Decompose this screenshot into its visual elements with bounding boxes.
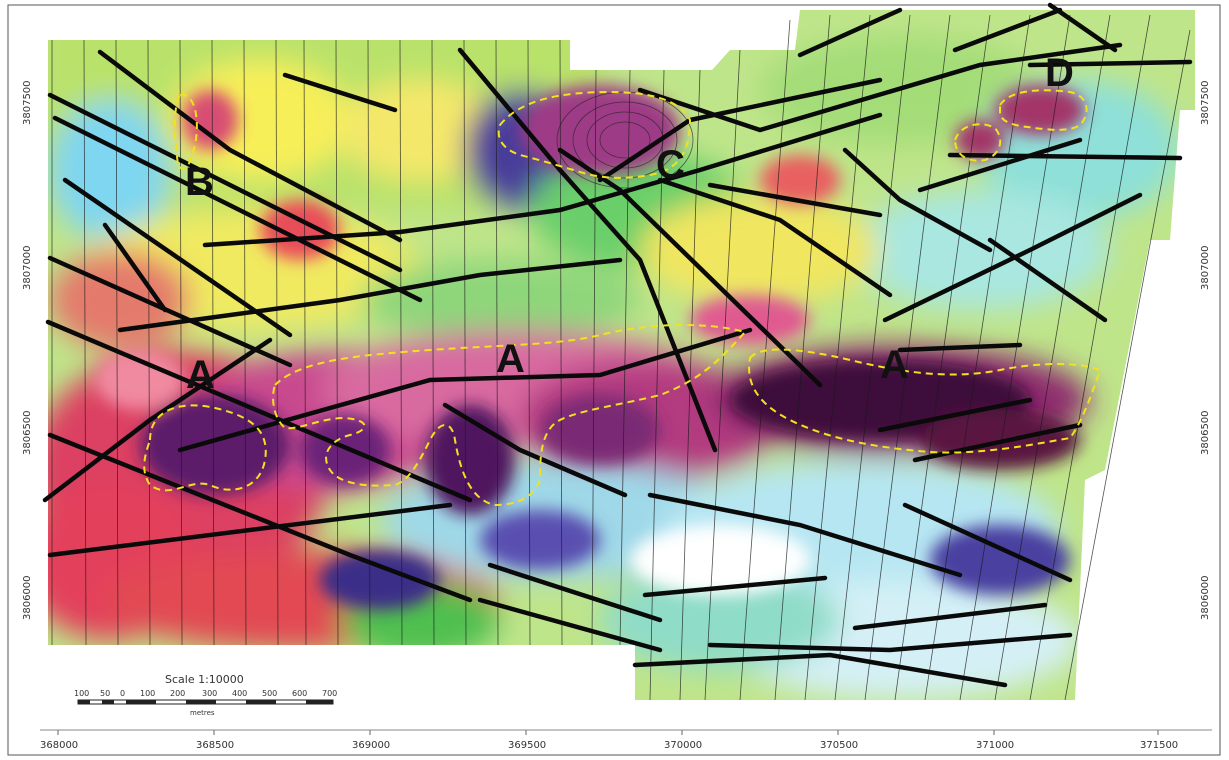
y-tick-label: 3806500 xyxy=(1200,410,1211,455)
scale-tick: 200 xyxy=(170,689,185,698)
scale-tick: 500 xyxy=(262,689,277,698)
x-tick-label: 371500 xyxy=(1140,740,1178,751)
survey-raster xyxy=(48,10,1195,700)
anomaly-markers: A A A B C D xyxy=(185,51,1074,397)
survey-flight-lines xyxy=(51,14,1191,701)
x-tick-label: 368000 xyxy=(40,740,78,751)
x-tick-label: 371000 xyxy=(976,740,1014,751)
scale-tick: 100 xyxy=(74,689,89,698)
x-axis-labels: 368000 368500 369000 369500 370000 37050… xyxy=(40,740,1178,751)
scale-bar-segment xyxy=(306,700,333,704)
scale-bar-segment xyxy=(126,700,156,704)
y-tick-label: 3807500 xyxy=(1200,80,1211,125)
y-tick-label: 3806000 xyxy=(1200,575,1211,620)
x-tick-label: 369000 xyxy=(352,740,390,751)
scale-bar-segment xyxy=(186,700,216,704)
y-tick-label: 3806000 xyxy=(22,575,33,620)
scale-unit: metres xyxy=(190,709,215,717)
scale-label: Scale 1:10000 xyxy=(165,673,244,686)
marker-c: C xyxy=(656,143,685,187)
y-tick-label: 3806500 xyxy=(22,410,33,455)
scale-bar-segment xyxy=(246,700,276,704)
y-axis-labels-left: 3807500 3807000 3806500 3806000 xyxy=(22,80,33,620)
marker-a-central: A xyxy=(496,337,525,381)
scale-tick: 50 xyxy=(100,689,110,698)
y-tick-label: 3807000 xyxy=(22,245,33,290)
y-tick-label: 3807500 xyxy=(22,80,33,125)
scale-tick: 0 xyxy=(120,689,125,698)
scale-tick: 100 xyxy=(140,689,155,698)
marker-d: D xyxy=(1045,51,1074,95)
anomaly-outlines xyxy=(143,89,1102,507)
x-tick-label: 369500 xyxy=(508,740,546,751)
x-tick-label: 370000 xyxy=(664,740,702,751)
marker-a-east: A xyxy=(880,343,909,387)
y-axis-labels-right: 3807500 3807000 3806500 3806000 xyxy=(1200,80,1211,620)
scale-bar-segment xyxy=(78,700,90,704)
scale-tick-labels: 100 50 0 100 200 300 400 500 600 700 xyxy=(74,689,337,698)
scale-tick: 600 xyxy=(292,689,307,698)
y-tick-label: 3807000 xyxy=(1200,245,1211,290)
scale-tick: 700 xyxy=(322,689,337,698)
scale-tick: 300 xyxy=(202,689,217,698)
x-axis-tick-marks xyxy=(57,730,1159,735)
scale-bar-segment xyxy=(102,700,114,704)
x-tick-label: 368500 xyxy=(196,740,234,751)
marker-a-west: A xyxy=(186,353,215,397)
scale-tick: 400 xyxy=(232,689,247,698)
marker-b: B xyxy=(185,160,214,204)
scale-bar: Scale 1:10000 100 50 0 100 200 300 400 5… xyxy=(74,673,337,717)
x-tick-label: 370500 xyxy=(820,740,858,751)
lineaments xyxy=(42,2,1193,688)
